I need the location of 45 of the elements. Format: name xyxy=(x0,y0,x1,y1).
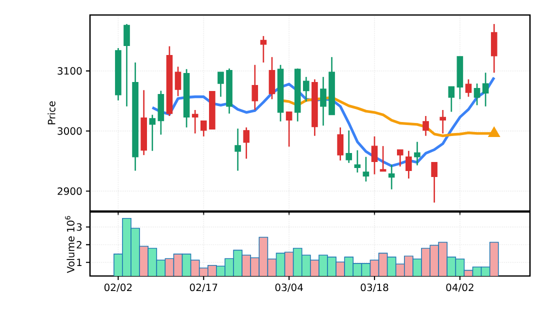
y-axis-title: Volume 10$^{6}$ xyxy=(65,216,74,274)
candlestick xyxy=(303,76,310,102)
candlestick xyxy=(388,164,395,190)
candlestick xyxy=(243,126,250,160)
candlestick xyxy=(337,126,344,162)
candlestick xyxy=(354,150,361,174)
candlestick xyxy=(396,149,404,168)
candlestick xyxy=(431,162,438,204)
y-tick-label: 2900 xyxy=(58,187,82,195)
candlestick xyxy=(200,120,207,138)
candlestick xyxy=(268,56,276,100)
candlestick xyxy=(320,76,326,126)
y-axis-title: Price xyxy=(48,101,56,124)
candlestick xyxy=(406,150,412,180)
candlestick xyxy=(260,35,267,64)
x-tick-label: 02/17 xyxy=(190,284,218,292)
candlestick xyxy=(490,23,498,74)
candlestick xyxy=(422,115,429,137)
candlestick xyxy=(218,71,224,98)
y-tick-label: 3000 xyxy=(58,127,82,135)
candlestick xyxy=(124,23,130,108)
candlestick xyxy=(286,111,292,148)
x-tick-label: 03/18 xyxy=(360,284,388,292)
candlestick xyxy=(448,86,455,112)
candlestick xyxy=(362,156,370,182)
y-tick-label: 1 xyxy=(77,258,82,266)
candlestick xyxy=(252,64,258,111)
candlestick xyxy=(346,130,352,164)
x-tick-label: 03/04 xyxy=(275,284,303,292)
candlestick xyxy=(192,109,198,134)
candlestick xyxy=(482,72,489,108)
candlestick xyxy=(380,145,386,172)
candlestick xyxy=(465,78,472,98)
x-tick-label: 04/02 xyxy=(446,284,474,292)
candlestick xyxy=(234,128,241,172)
candlestick xyxy=(440,109,446,134)
x-tick-label: 02/02 xyxy=(104,284,132,292)
y-tick-label: 3 xyxy=(76,223,82,231)
candlestick xyxy=(474,82,480,106)
y-tick-label: 3100 xyxy=(58,67,82,75)
candlestick xyxy=(371,136,378,175)
candlestick xyxy=(174,66,182,97)
candlestick xyxy=(414,141,420,166)
candlestick xyxy=(149,114,156,152)
y-tick-label: 2 xyxy=(76,240,82,248)
